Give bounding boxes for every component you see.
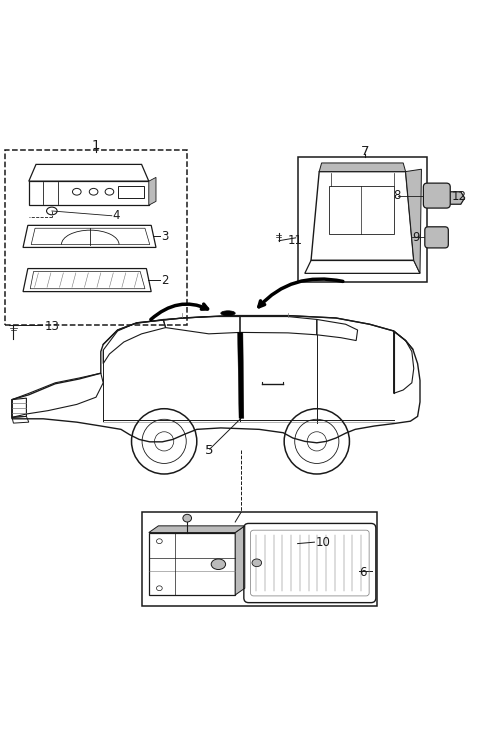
- Text: 1: 1: [92, 139, 100, 152]
- Text: 3: 3: [161, 230, 168, 243]
- Polygon shape: [449, 192, 465, 204]
- FancyArrowPatch shape: [151, 304, 207, 320]
- Polygon shape: [406, 169, 421, 274]
- Bar: [329, 186, 394, 234]
- Text: 7: 7: [360, 145, 369, 158]
- Polygon shape: [149, 526, 245, 532]
- Bar: [298, 157, 427, 282]
- Ellipse shape: [252, 559, 262, 567]
- Text: 4: 4: [113, 209, 120, 222]
- Bar: [142, 513, 377, 606]
- Text: 6: 6: [359, 566, 367, 579]
- Text: 8: 8: [394, 189, 401, 202]
- Text: 11: 11: [288, 234, 303, 247]
- Ellipse shape: [221, 311, 235, 315]
- Text: 5: 5: [204, 444, 213, 457]
- Text: 12: 12: [451, 190, 466, 203]
- Ellipse shape: [211, 559, 226, 569]
- FancyBboxPatch shape: [423, 183, 450, 208]
- Text: 13: 13: [45, 320, 60, 333]
- FancyBboxPatch shape: [425, 227, 448, 248]
- Polygon shape: [149, 178, 156, 205]
- Polygon shape: [238, 333, 244, 418]
- Text: 2: 2: [161, 274, 168, 287]
- Text: 10: 10: [316, 536, 331, 549]
- Polygon shape: [319, 163, 406, 172]
- Ellipse shape: [183, 514, 192, 522]
- FancyArrowPatch shape: [259, 279, 343, 307]
- Text: 9: 9: [412, 231, 420, 244]
- Polygon shape: [235, 526, 245, 595]
- Bar: [118, 186, 144, 199]
